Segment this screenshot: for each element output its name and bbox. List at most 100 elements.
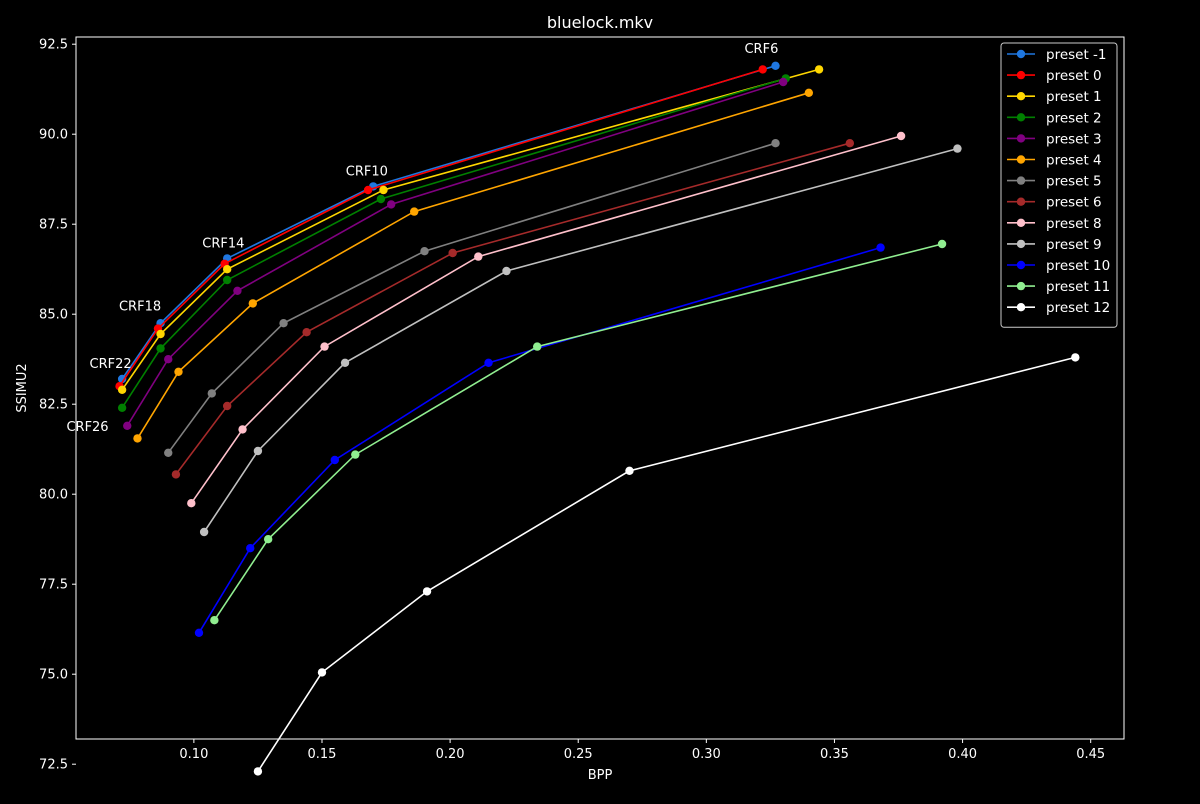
data-point bbox=[1071, 353, 1080, 362]
data-point bbox=[156, 344, 165, 353]
data-point bbox=[320, 342, 329, 351]
annotations: CRF6 CRF10 CRF14 CRF18 CRF22 CRF26 bbox=[66, 42, 778, 435]
x-tick-label: 0.45 bbox=[1076, 747, 1105, 762]
data-point bbox=[207, 389, 217, 398]
legend-item: preset 3 bbox=[1007, 131, 1102, 147]
data-point bbox=[845, 139, 855, 148]
x-tick-label: 0.40 bbox=[948, 747, 977, 762]
legend-item: preset 11 bbox=[1007, 279, 1110, 295]
y-tick-label: 92.5 bbox=[39, 38, 68, 53]
data-point bbox=[758, 65, 767, 74]
data-point bbox=[376, 194, 386, 204]
x-tick-label: 0.15 bbox=[308, 747, 337, 762]
data-point bbox=[133, 434, 142, 443]
legend-item: preset 4 bbox=[1007, 153, 1102, 169]
legend-label: preset 1 bbox=[1046, 89, 1102, 105]
legend-label: preset 9 bbox=[1046, 237, 1102, 253]
legend-marker bbox=[1016, 218, 1026, 227]
legend-label: preset 3 bbox=[1046, 131, 1102, 147]
crf-annotation: CRF6 bbox=[744, 42, 778, 57]
data-point bbox=[279, 319, 288, 328]
data-point bbox=[117, 403, 127, 412]
data-point bbox=[210, 616, 219, 625]
data-point bbox=[263, 535, 273, 544]
data-point bbox=[238, 425, 247, 434]
legend-item: preset 9 bbox=[1007, 237, 1102, 253]
data-point bbox=[410, 207, 419, 216]
data-point bbox=[351, 450, 360, 459]
series-group bbox=[115, 61, 1080, 776]
series-preset-6 bbox=[171, 139, 855, 479]
legend-label: preset 11 bbox=[1046, 279, 1110, 295]
x-tick-label: 0.20 bbox=[436, 747, 465, 762]
data-point bbox=[117, 374, 127, 384]
legend-label: preset 4 bbox=[1046, 153, 1102, 169]
legend-marker bbox=[1016, 303, 1026, 312]
data-point bbox=[164, 448, 173, 457]
x-tick-label: 0.35 bbox=[820, 747, 849, 762]
legend-label: preset 5 bbox=[1046, 174, 1102, 190]
y-tick-label: 87.5 bbox=[39, 218, 68, 233]
data-point bbox=[771, 139, 780, 148]
legend-marker bbox=[1016, 260, 1026, 270]
data-point bbox=[422, 587, 432, 596]
series-preset-2 bbox=[117, 74, 790, 412]
data-point bbox=[386, 200, 396, 209]
crf-annotation: CRF14 bbox=[202, 237, 244, 252]
data-point bbox=[625, 466, 634, 475]
data-point bbox=[876, 243, 885, 252]
legend-marker bbox=[1016, 176, 1026, 185]
series-preset-10 bbox=[194, 243, 885, 637]
legend-label: preset 12 bbox=[1046, 300, 1110, 316]
data-point bbox=[222, 275, 232, 285]
data-point bbox=[937, 239, 947, 249]
x-tick-label: 0.10 bbox=[179, 747, 208, 762]
data-point bbox=[896, 131, 906, 141]
data-point bbox=[330, 455, 339, 465]
legend-label: preset 8 bbox=[1046, 216, 1102, 232]
data-point bbox=[448, 248, 457, 258]
legend-item: preset 12 bbox=[1007, 300, 1110, 316]
y-tick-label: 82.5 bbox=[39, 398, 68, 413]
data-point bbox=[171, 470, 181, 479]
data-point bbox=[804, 88, 814, 98]
y-tick-label: 80.0 bbox=[39, 488, 68, 503]
legend-item: preset 8 bbox=[1007, 216, 1102, 232]
data-point bbox=[194, 628, 204, 637]
data-point bbox=[123, 421, 132, 430]
data-point bbox=[248, 299, 258, 308]
legend-label: preset 2 bbox=[1046, 110, 1102, 126]
crf-annotation: CRF18 bbox=[119, 300, 161, 315]
legend-label: preset 6 bbox=[1046, 195, 1102, 211]
data-point bbox=[814, 65, 824, 74]
data-point bbox=[222, 265, 232, 274]
data-point bbox=[484, 358, 493, 367]
data-point bbox=[164, 355, 173, 364]
series-preset-9 bbox=[199, 144, 962, 537]
legend-item: preset 2 bbox=[1007, 110, 1102, 126]
y-tick-label: 75.0 bbox=[39, 668, 68, 683]
legend-item: preset 1 bbox=[1007, 89, 1102, 105]
legend-marker bbox=[1016, 197, 1026, 206]
data-point bbox=[317, 668, 327, 677]
legend-marker bbox=[1016, 281, 1026, 291]
crf-annotation: CRF22 bbox=[90, 357, 132, 372]
legend-marker bbox=[1016, 49, 1026, 59]
legend-marker bbox=[1016, 134, 1026, 143]
crf-annotation: CRF10 bbox=[346, 165, 388, 180]
y-tick-label: 85.0 bbox=[39, 308, 68, 323]
legend-label: preset 10 bbox=[1046, 258, 1110, 274]
data-point bbox=[253, 446, 263, 456]
legend-item: preset 0 bbox=[1007, 68, 1102, 84]
legend-marker bbox=[1016, 155, 1026, 164]
y-tick-label: 72.5 bbox=[39, 758, 68, 773]
series-preset-1 bbox=[117, 65, 824, 394]
series-preset-5 bbox=[164, 139, 780, 457]
legend-marker bbox=[1016, 113, 1026, 122]
legend-item: preset 5 bbox=[1007, 174, 1102, 190]
x-tick-label: 0.25 bbox=[564, 747, 593, 762]
y-tick-label: 77.5 bbox=[39, 578, 68, 593]
legend-marker bbox=[1016, 239, 1026, 249]
data-point bbox=[156, 329, 165, 339]
